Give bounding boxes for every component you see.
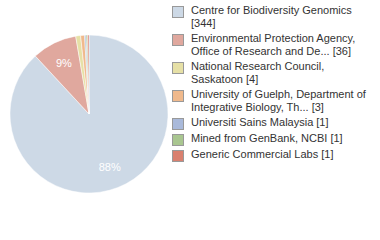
html-text:Universiti Sains Malaysia [1]: Universiti Sains Malaysia [1] xyxy=(191,116,329,128)
html-text:University of Guelph, Departme: University of Guelph, Department of Inte… xyxy=(191,88,366,113)
html-text:National Research Council, Sas: National Research Council, Saskatoon [4] xyxy=(191,60,325,85)
html-text:Generic Commercial Labs [1]: Generic Commercial Labs [1] xyxy=(191,148,334,160)
html-text:Mined from GenBank, NCBI [1]: Mined from GenBank, NCBI [1] xyxy=(191,132,343,144)
svg-text:88%: 88% xyxy=(99,161,121,173)
html-text:Centre for Biodiversity Genomi: Centre for Biodiversity Genomics [344] xyxy=(191,4,352,29)
svg-text:9%: 9% xyxy=(56,57,72,69)
html-text:Environmental Protection Agenc: Environmental Protection Agency, Office … xyxy=(191,32,356,57)
